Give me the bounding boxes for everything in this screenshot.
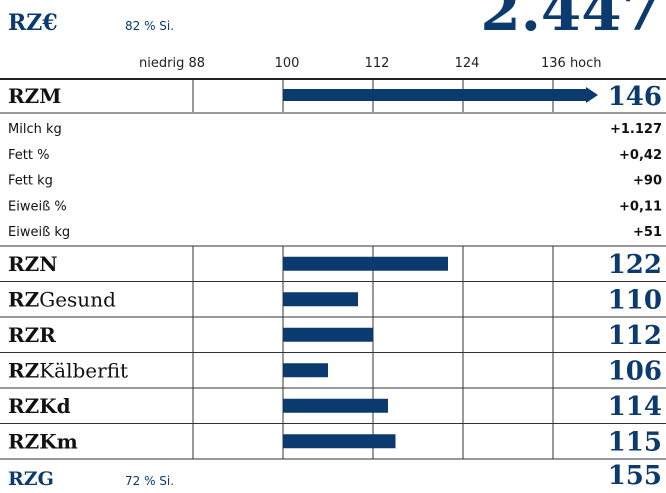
detail-value: +90 bbox=[633, 174, 662, 189]
row-name: RZN bbox=[8, 252, 58, 276]
bar bbox=[283, 398, 388, 413]
row-name-bold: RZ bbox=[8, 287, 39, 311]
detail-value: +51 bbox=[633, 225, 662, 240]
row-name-bold: RZ bbox=[8, 358, 39, 382]
row-name: RZM bbox=[8, 84, 61, 108]
row-name-bold: RZKm bbox=[8, 429, 78, 453]
row-value: 112 bbox=[608, 321, 662, 351]
row-name: RZR bbox=[8, 323, 56, 347]
row-name: RZKd bbox=[8, 394, 71, 418]
detail-name: Milch kg bbox=[8, 122, 62, 137]
footer-reliability: 72 % Si. bbox=[125, 474, 174, 488]
row-name: RZKm bbox=[8, 429, 78, 453]
bar bbox=[283, 327, 373, 342]
row-value: 155 bbox=[608, 461, 662, 491]
header-value: 2.447 bbox=[480, 0, 662, 44]
row-value: 110 bbox=[608, 285, 662, 315]
row-value: 115 bbox=[608, 427, 662, 457]
header-reliability: 82 % Si. bbox=[125, 19, 174, 33]
scale-label: 136 hoch bbox=[541, 56, 602, 71]
row-value: 146 bbox=[608, 82, 662, 112]
bar bbox=[283, 87, 598, 103]
row-name-rest: Gesund bbox=[39, 287, 116, 311]
row-name-bold: RZM bbox=[8, 84, 61, 108]
row-name: RZKälberfit bbox=[8, 358, 128, 382]
bar bbox=[283, 256, 448, 271]
bar bbox=[283, 363, 328, 378]
row-value: 122 bbox=[608, 250, 662, 280]
row-name-rest: Kälberfit bbox=[39, 358, 128, 382]
bar bbox=[283, 434, 396, 449]
header-title: RZ€ bbox=[8, 10, 58, 36]
row-name-bold: RZKd bbox=[8, 394, 71, 418]
row-name: RZGesund bbox=[8, 287, 116, 311]
row-value: 106 bbox=[608, 356, 662, 386]
scale-label: 100 bbox=[275, 56, 300, 71]
detail-value: +1.127 bbox=[610, 122, 662, 137]
scale-label: 124 bbox=[455, 56, 480, 71]
row-name-bold: RZN bbox=[8, 252, 58, 276]
bar bbox=[283, 292, 358, 307]
detail-name: Fett kg bbox=[8, 174, 53, 189]
footer-title: RZG bbox=[8, 468, 54, 490]
detail-name: Eiweiß % bbox=[8, 199, 67, 214]
detail-name: Eiweiß kg bbox=[8, 225, 70, 240]
detail-name: Fett % bbox=[8, 148, 49, 163]
scale-label: niedrig 88 bbox=[139, 56, 205, 71]
scale-label: 112 bbox=[365, 56, 390, 71]
detail-value: +0,11 bbox=[619, 199, 662, 214]
row-name-bold: RZR bbox=[8, 323, 56, 347]
row-value: 114 bbox=[608, 392, 662, 422]
detail-value: +0,42 bbox=[619, 148, 662, 163]
